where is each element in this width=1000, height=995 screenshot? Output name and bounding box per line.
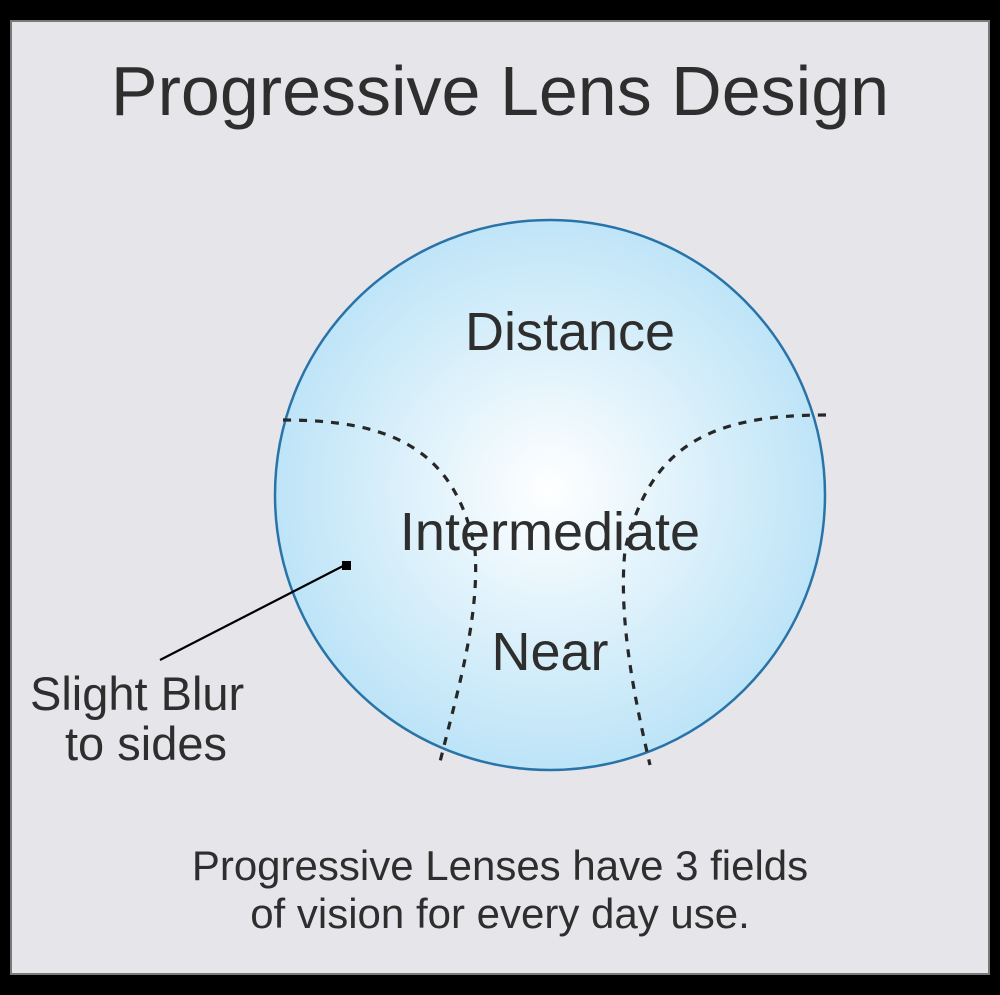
annotation-line2: to sides (65, 717, 227, 770)
annotation-line1: Slight Blur (30, 667, 244, 720)
diagram-container: Progressive Lens Design Distance Interme… (10, 20, 990, 975)
caption-line1: Progressive Lenses have 3 fields (192, 842, 808, 889)
annotation-arrow-head (342, 561, 351, 570)
diagram-svg: Progressive Lens Design Distance Interme… (10, 20, 990, 975)
page-title: Progressive Lens Design (111, 52, 889, 130)
zone-near: Near (491, 622, 608, 682)
caption-line2: of vision for every day use. (250, 890, 750, 937)
zone-intermediate: Intermediate (400, 502, 700, 562)
zone-distance: Distance (465, 302, 675, 362)
